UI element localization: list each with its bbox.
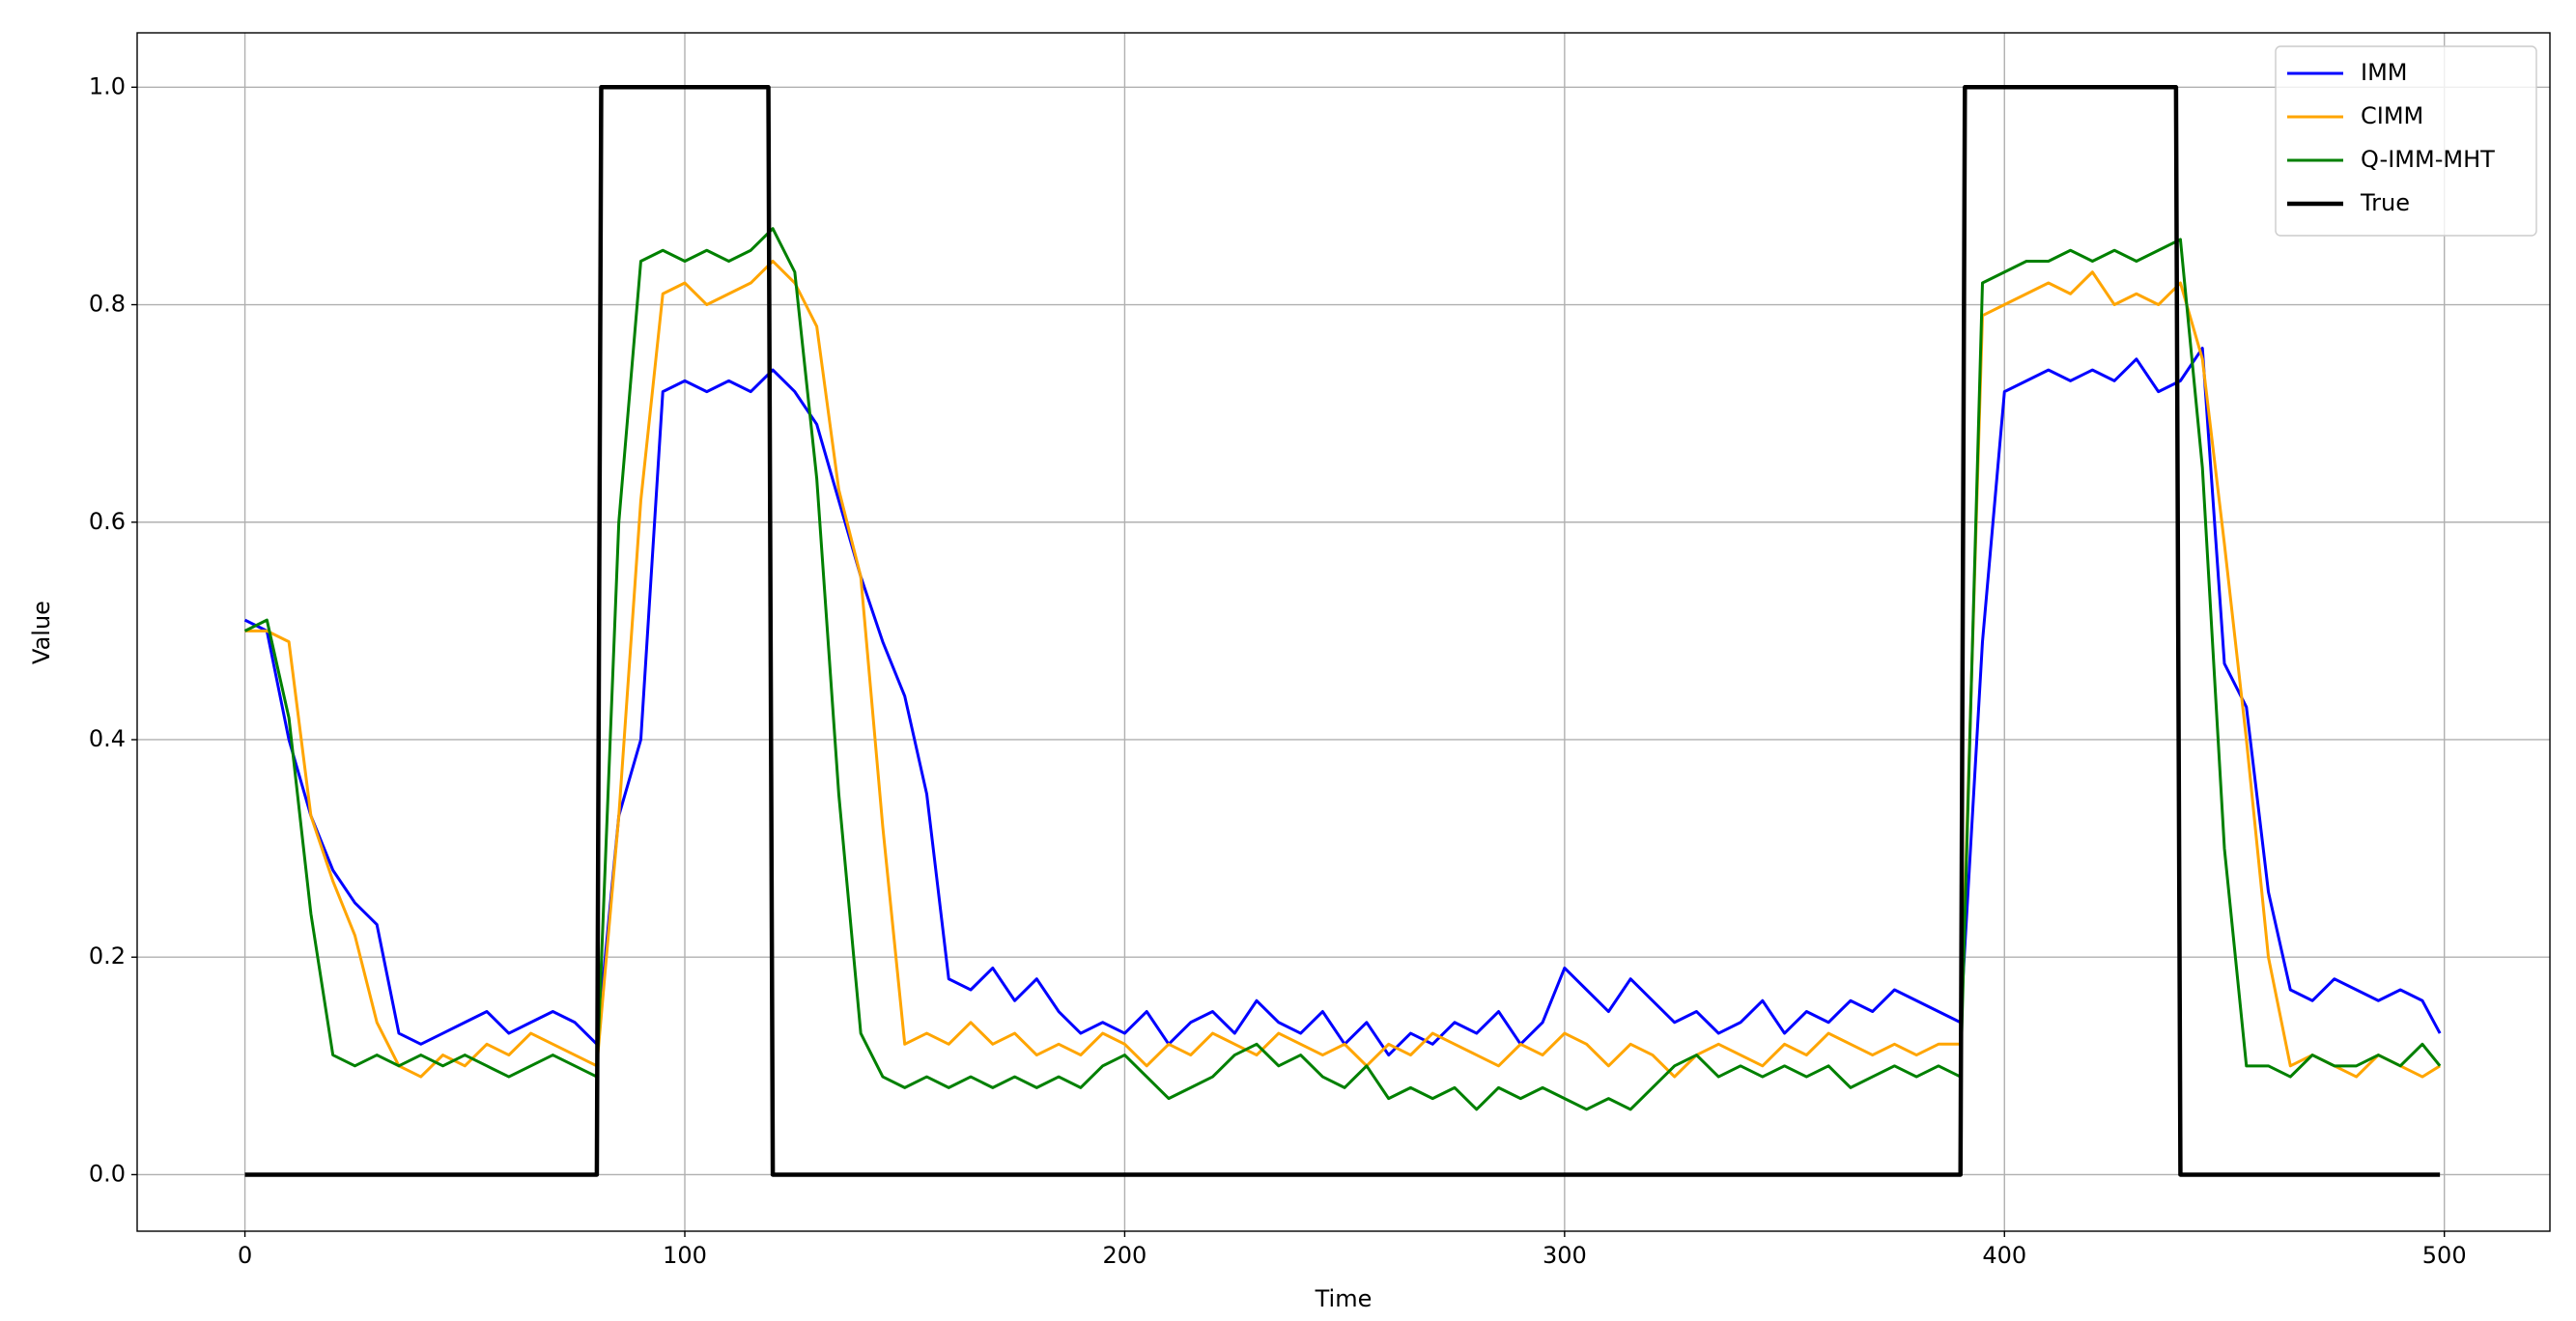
y-tick-label: 0.2 xyxy=(89,942,126,970)
y-tick-label: 0.8 xyxy=(89,291,126,318)
y-tick-label: 0.6 xyxy=(89,508,126,535)
y-tick-label: 0.4 xyxy=(89,725,126,752)
x-tick-label: 200 xyxy=(1103,1242,1147,1269)
y-tick-label: 0.0 xyxy=(89,1160,126,1187)
legend-label: IMM xyxy=(2361,59,2408,86)
x-tick-label: 300 xyxy=(1543,1242,1587,1269)
series-line xyxy=(243,227,2442,1111)
legend-label: Q-IMM-MHT xyxy=(2361,146,2495,173)
x-tick-label: 400 xyxy=(1982,1242,2026,1269)
x-tick-label: 500 xyxy=(2422,1242,2467,1269)
legend-label: True xyxy=(2360,189,2410,216)
plot-frame xyxy=(136,32,2551,1232)
legend-box xyxy=(2275,45,2537,237)
legend-label: CIMM xyxy=(2361,102,2423,129)
series-line xyxy=(243,347,2442,1057)
series-line xyxy=(244,259,2441,1079)
x-axis-label: Time xyxy=(1315,1285,1373,1312)
x-tick-label: 100 xyxy=(663,1242,707,1269)
y-tick-label: 1.0 xyxy=(89,72,126,99)
series-line xyxy=(244,85,2441,1177)
x-tick-label: 0 xyxy=(238,1242,252,1269)
y-axis-label: Value xyxy=(28,601,55,664)
